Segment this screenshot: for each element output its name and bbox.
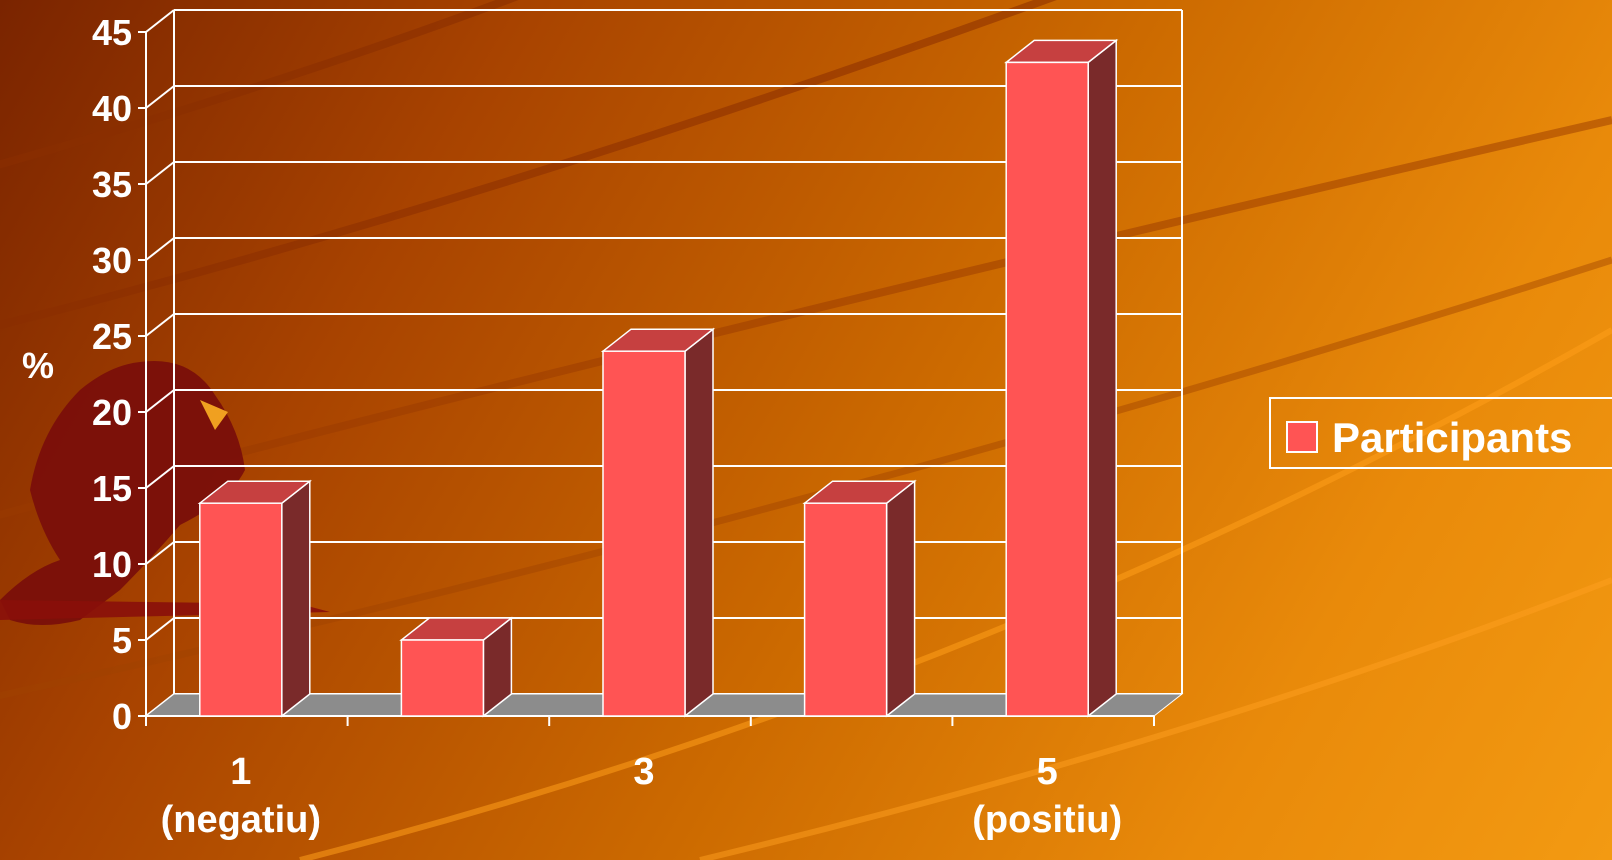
gridline-depth — [145, 161, 175, 185]
x-category-labels: 1 (negatiu) 3 5 (positiu) — [161, 751, 1123, 841]
y-tick-label: 25 — [92, 316, 132, 357]
gridline-depth — [145, 237, 175, 261]
bar-front — [400, 639, 485, 717]
bar-side — [885, 479, 916, 718]
y-tick-label: 35 — [92, 164, 132, 205]
y-tick-label: 10 — [92, 544, 132, 585]
y-tick-label: 40 — [92, 88, 132, 129]
bar — [1004, 38, 1119, 718]
legend: Participants — [1269, 397, 1612, 469]
bar-side — [684, 327, 714, 718]
gridline-depth — [145, 85, 175, 109]
bar-side — [281, 479, 311, 718]
y-tick-labels: 0 5 10 15 20 25 30 35 40 45 — [92, 12, 1155, 737]
y-tick-label: 20 — [92, 392, 132, 433]
gridline-depth — [145, 313, 175, 337]
legend-label: Participants — [1332, 414, 1572, 461]
y-tick-label: 0 — [112, 696, 132, 737]
gridline-depth — [145, 617, 175, 641]
y-axis-label: % — [22, 345, 54, 386]
bar — [802, 479, 917, 718]
bar-front — [602, 350, 686, 717]
x-category-label: 5 — [1037, 751, 1058, 793]
legend-swatch — [1286, 421, 1318, 453]
bar — [600, 327, 716, 718]
bar-front — [1005, 61, 1089, 717]
y-tick-label: 45 — [92, 12, 132, 53]
x-category-label: (negatiu) — [161, 799, 321, 841]
x-category-label: (positiu) — [972, 799, 1122, 841]
y-tick-label: 30 — [92, 240, 132, 281]
x-category-label: 1 — [230, 751, 251, 793]
gridline-depth — [145, 389, 175, 413]
bar-front — [803, 502, 888, 717]
gridline-depth — [145, 541, 175, 565]
y-tick-label: 15 — [92, 468, 132, 509]
bar — [399, 616, 514, 718]
gridline-depth — [145, 9, 175, 33]
bar-front — [199, 502, 283, 717]
x-category-label: 3 — [633, 751, 654, 793]
bar-side — [1087, 38, 1117, 718]
bar — [197, 479, 312, 718]
y-tick-label: 5 — [112, 620, 132, 661]
bar-series — [197, 38, 1119, 718]
gridline-depth — [145, 465, 175, 489]
